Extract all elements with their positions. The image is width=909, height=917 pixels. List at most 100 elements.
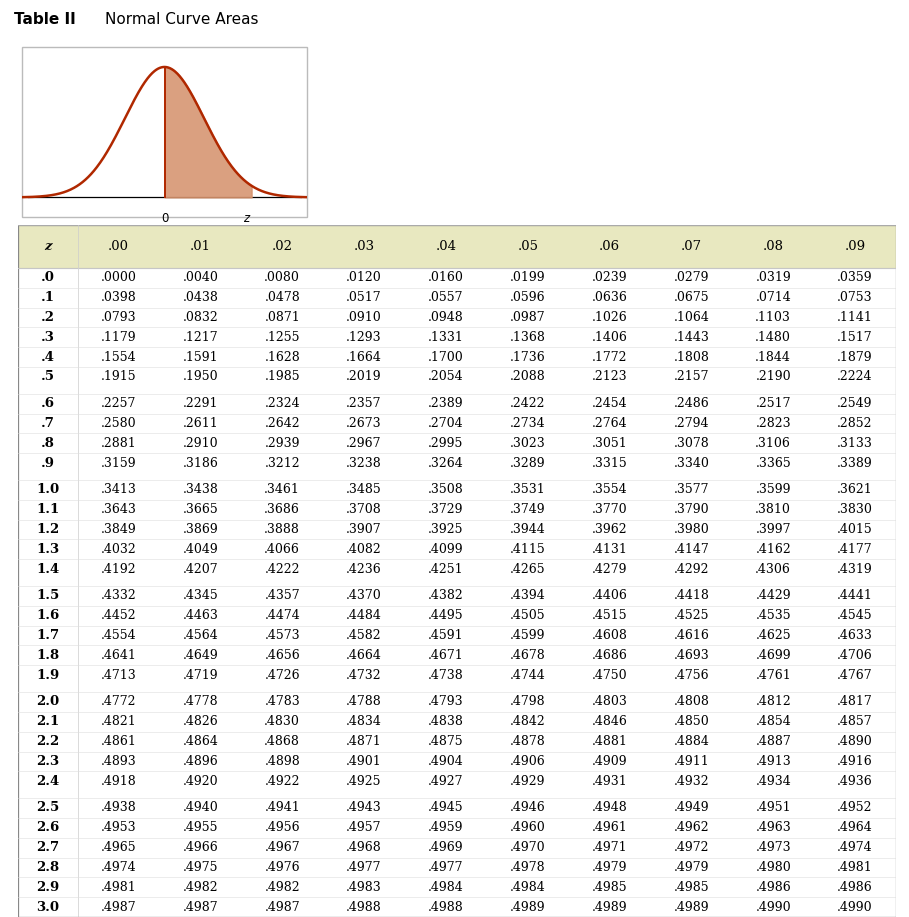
Text: .4854: .4854 [755, 715, 791, 728]
Text: .4207: .4207 [183, 563, 218, 576]
Text: .4987: .4987 [183, 900, 218, 913]
Text: .3051: .3051 [592, 436, 627, 450]
Text: .4963: .4963 [755, 822, 791, 834]
Text: .4495: .4495 [428, 609, 464, 623]
Text: .2517: .2517 [755, 397, 791, 410]
Text: .3810: .3810 [755, 503, 791, 516]
Text: .4979: .4979 [674, 861, 709, 874]
Text: .4162: .4162 [755, 543, 791, 556]
Text: .0714: .0714 [755, 291, 791, 304]
Text: .3790: .3790 [674, 503, 709, 516]
Text: .4909: .4909 [592, 755, 627, 768]
Text: .03: .03 [354, 240, 375, 253]
Text: .3577: .3577 [674, 483, 709, 496]
Text: .2794: .2794 [674, 417, 709, 430]
Text: .0120: .0120 [346, 271, 382, 284]
Text: .0832: .0832 [183, 311, 218, 324]
Text: .4251: .4251 [428, 563, 464, 576]
Text: .0160: .0160 [428, 271, 464, 284]
Text: .4979: .4979 [592, 861, 627, 874]
Text: .4515: .4515 [592, 609, 627, 623]
Text: .3389: .3389 [837, 457, 873, 470]
Text: 1.7: 1.7 [36, 629, 59, 642]
Text: .2224: .2224 [837, 370, 873, 383]
Text: .6: .6 [41, 397, 55, 410]
Text: .1443: .1443 [674, 331, 709, 344]
Text: .4945: .4945 [428, 801, 464, 814]
Text: .2764: .2764 [592, 417, 627, 430]
Text: .3186: .3186 [183, 457, 218, 470]
Text: .4976: .4976 [265, 861, 300, 874]
Text: .4406: .4406 [592, 590, 627, 602]
Text: .4975: .4975 [183, 861, 218, 874]
Text: .4981: .4981 [101, 880, 136, 894]
Text: z: z [45, 240, 52, 253]
Text: 3.0: 3.0 [36, 900, 59, 913]
Text: .4713: .4713 [101, 668, 136, 681]
Text: .1141: .1141 [837, 311, 873, 324]
Text: .1064: .1064 [674, 311, 709, 324]
Text: .4319: .4319 [837, 563, 873, 576]
Text: .4812: .4812 [755, 695, 791, 709]
Text: .0239: .0239 [592, 271, 627, 284]
Text: .0279: .0279 [674, 271, 709, 284]
Text: .0557: .0557 [428, 291, 464, 304]
Text: .4896: .4896 [183, 755, 218, 768]
Text: .1: .1 [41, 291, 55, 304]
Text: .3485: .3485 [346, 483, 382, 496]
Text: .3749: .3749 [510, 503, 545, 516]
Text: .0753: .0753 [837, 291, 873, 304]
Text: .3599: .3599 [755, 483, 791, 496]
Text: .4918: .4918 [101, 775, 136, 788]
Text: .3997: .3997 [755, 523, 791, 536]
Text: .7: .7 [41, 417, 55, 430]
Text: .1628: .1628 [265, 350, 300, 364]
Text: .4981: .4981 [837, 861, 873, 874]
Text: .2389: .2389 [428, 397, 464, 410]
Text: .3665: .3665 [183, 503, 218, 516]
Text: .4932: .4932 [674, 775, 709, 788]
Text: .4370: .4370 [346, 590, 382, 602]
Text: .1772: .1772 [592, 350, 627, 364]
Text: .4678: .4678 [510, 649, 545, 662]
Text: .1103: .1103 [755, 311, 791, 324]
Text: .2852: .2852 [837, 417, 873, 430]
Text: .1179: .1179 [101, 331, 136, 344]
Text: .4032: .4032 [101, 543, 136, 556]
Text: .4969: .4969 [428, 841, 464, 854]
Text: .4441: .4441 [837, 590, 873, 602]
Text: .2357: .2357 [346, 397, 382, 410]
Text: .4904: .4904 [428, 755, 464, 768]
Text: .3554: .3554 [592, 483, 627, 496]
Text: .4941: .4941 [265, 801, 300, 814]
Text: .4761: .4761 [755, 668, 791, 681]
Text: .4987: .4987 [265, 900, 300, 913]
Text: .4988: .4988 [428, 900, 464, 913]
Text: .4916: .4916 [837, 755, 873, 768]
Text: .4656: .4656 [265, 649, 300, 662]
Text: .4706: .4706 [837, 649, 873, 662]
Text: 2.5: 2.5 [36, 801, 59, 814]
Text: .4115: .4115 [510, 543, 545, 556]
Text: .4265: .4265 [510, 563, 545, 576]
Text: .3708: .3708 [346, 503, 382, 516]
Text: .4719: .4719 [183, 668, 218, 681]
Text: .4890: .4890 [837, 735, 873, 748]
Text: .4817: .4817 [837, 695, 873, 709]
Text: .4484: .4484 [346, 609, 382, 623]
Text: .3508: .3508 [428, 483, 464, 496]
Text: .4990: .4990 [837, 900, 873, 913]
Text: Normal Curve Areas: Normal Curve Areas [105, 12, 258, 27]
Text: .4936: .4936 [837, 775, 873, 788]
Text: .1879: .1879 [837, 350, 873, 364]
Text: .4834: .4834 [346, 715, 382, 728]
Text: .2734: .2734 [510, 417, 545, 430]
Text: 2.9: 2.9 [36, 880, 59, 894]
Text: .3621: .3621 [837, 483, 873, 496]
Text: 2.2: 2.2 [36, 735, 59, 748]
Text: .4982: .4982 [265, 880, 300, 894]
Text: 1.2: 1.2 [36, 523, 59, 536]
Text: .4974: .4974 [101, 861, 136, 874]
Text: .2486: .2486 [674, 397, 709, 410]
Text: .3413: .3413 [101, 483, 136, 496]
